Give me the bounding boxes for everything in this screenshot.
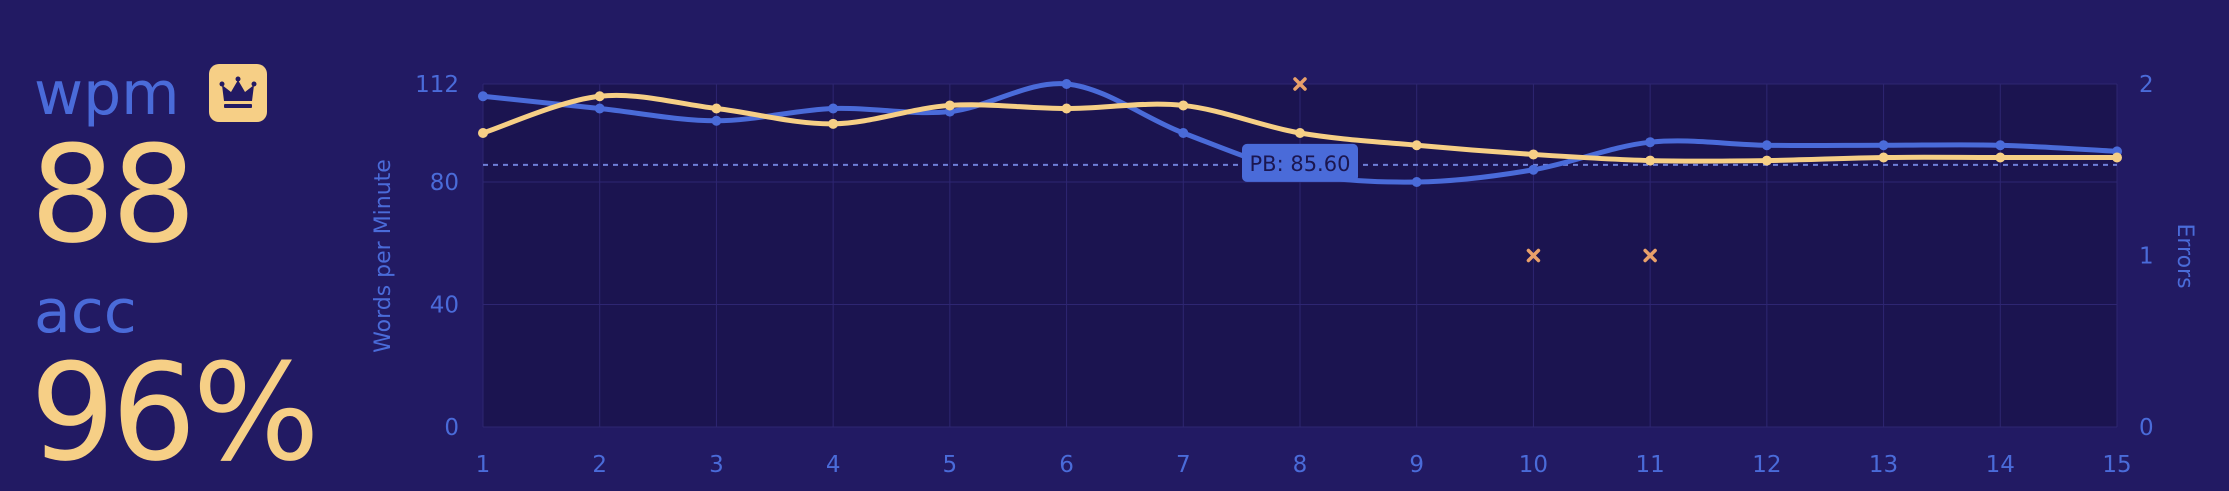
y2-axis-title: Errors bbox=[2172, 223, 2197, 288]
x-tick-label: 5 bbox=[943, 452, 958, 478]
data-point-raw[interactable] bbox=[1061, 79, 1072, 89]
y-axis-ticks: 0 40 80 112 bbox=[415, 72, 459, 441]
data-point-wpm[interactable] bbox=[1528, 149, 1539, 160]
y2-axis-ticks: 0 1 2 bbox=[2139, 72, 2154, 441]
y-tick-label: 0 bbox=[444, 415, 459, 441]
y2-tick-label: 1 bbox=[2139, 244, 2154, 270]
data-point-wpm[interactable] bbox=[1061, 103, 1072, 114]
data-point-raw[interactable] bbox=[1528, 164, 1539, 175]
data-point-wpm[interactable] bbox=[478, 128, 488, 138]
error-marker[interactable] bbox=[1643, 248, 1657, 263]
x-tick-label: 11 bbox=[1636, 452, 1665, 478]
data-point-wpm[interactable] bbox=[944, 100, 955, 111]
y-tick-label: 80 bbox=[430, 170, 459, 196]
data-point-raw[interactable] bbox=[1995, 140, 2006, 151]
crown-badge bbox=[209, 64, 267, 122]
data-point-raw[interactable] bbox=[1178, 128, 1189, 138]
acc-value: 96% bbox=[30, 335, 320, 491]
data-point-wpm[interactable] bbox=[1645, 155, 1656, 166]
personal-best-tag: PB: 85.60 bbox=[1242, 143, 1358, 182]
data-point-raw[interactable] bbox=[594, 103, 605, 114]
error-marker[interactable] bbox=[1293, 77, 1307, 91]
data-point-raw[interactable] bbox=[828, 103, 839, 114]
error-marker[interactable] bbox=[1526, 248, 1541, 263]
y2-tick-label: 0 bbox=[2139, 415, 2154, 441]
wpm-value: 88 bbox=[30, 117, 197, 273]
x-tick-label: 8 bbox=[1293, 452, 1308, 478]
crown-icon bbox=[219, 76, 257, 108]
data-point-raw[interactable] bbox=[711, 115, 722, 126]
data-point-wpm[interactable] bbox=[594, 91, 605, 102]
x-tick-label: 10 bbox=[1519, 452, 1548, 478]
stats-panel: wpm 88 acc 96% bbox=[0, 0, 360, 489]
x-tick-label: 12 bbox=[1752, 452, 1781, 478]
data-point-wpm[interactable] bbox=[1995, 152, 2006, 163]
data-point-wpm[interactable] bbox=[1761, 155, 1772, 166]
personal-best-label: PB: 85.60 bbox=[1250, 152, 1351, 176]
acc-label: acc bbox=[34, 277, 137, 347]
data-point-raw[interactable] bbox=[1761, 140, 1772, 151]
data-point-raw[interactable] bbox=[1878, 140, 1889, 151]
data-point-raw[interactable] bbox=[1645, 137, 1656, 148]
data-point-wpm[interactable] bbox=[1878, 152, 1889, 163]
data-point-wpm[interactable] bbox=[1295, 128, 1305, 138]
data-point-wpm[interactable] bbox=[828, 118, 839, 129]
x-tick-label: 7 bbox=[1176, 452, 1191, 478]
data-point-wpm[interactable] bbox=[2112, 152, 2122, 163]
x-tick-label: 14 bbox=[1986, 452, 2015, 478]
x-tick-label: 9 bbox=[1409, 452, 1424, 478]
x-tick-label: 13 bbox=[1869, 452, 1898, 478]
data-point-wpm[interactable] bbox=[1178, 100, 1189, 111]
y-tick-label: 40 bbox=[430, 293, 459, 319]
wpm-label: wpm bbox=[34, 59, 180, 129]
x-tick-label: 3 bbox=[709, 452, 724, 478]
data-point-raw[interactable] bbox=[1411, 177, 1422, 187]
personal-best-box bbox=[1242, 143, 1358, 182]
x-tick-label: 1 bbox=[476, 452, 491, 478]
data-point-raw[interactable] bbox=[478, 91, 488, 102]
data-point-wpm[interactable] bbox=[1411, 140, 1422, 151]
x-tick-label: 6 bbox=[1059, 452, 1074, 478]
x-tick-label: 2 bbox=[592, 452, 607, 478]
x-axis-ticks: 1 2 3 4 5 6 7 8 9 10 11 12 13 14 15 bbox=[476, 452, 2132, 478]
y-tick-label: 112 bbox=[415, 72, 459, 98]
y2-tick-label: 2 bbox=[2139, 72, 2154, 98]
errors-layer bbox=[1293, 77, 1657, 263]
data-point-wpm[interactable] bbox=[711, 103, 722, 114]
x-tick-label: 15 bbox=[2102, 452, 2131, 478]
y-axis-title: Words per Minute bbox=[371, 159, 396, 353]
x-tick-label: 4 bbox=[826, 452, 841, 478]
